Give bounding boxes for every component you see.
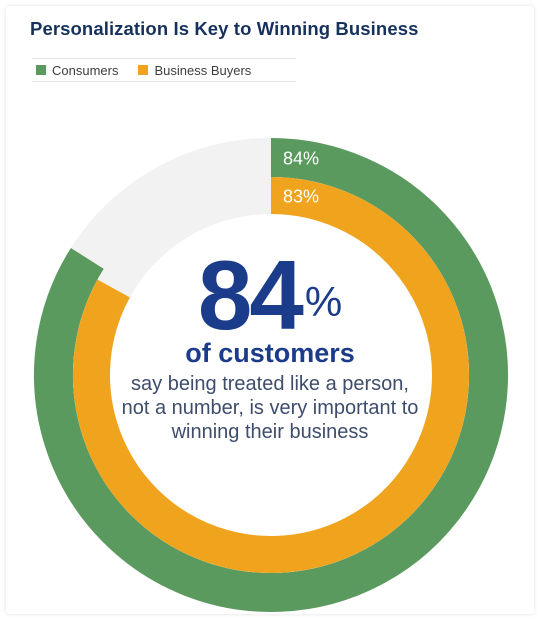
legend-item-business-buyers: Business Buyers bbox=[138, 63, 251, 78]
data-label-consumers: 84% bbox=[283, 149, 319, 169]
ring-arc-business-buyers bbox=[73, 177, 469, 573]
legend-item-consumers: Consumers bbox=[36, 63, 118, 78]
callout-description: say being treated like a person, not a n… bbox=[121, 373, 419, 443]
legend-label-business-buyers: Business Buyers bbox=[154, 62, 252, 78]
center-callout: 84 % of customers say being treated like… bbox=[110, 240, 430, 444]
chart-title: Personalization Is Key to Winning Busine… bbox=[30, 18, 419, 39]
legend-swatch-consumers bbox=[36, 65, 46, 75]
big-number: 84 bbox=[197, 240, 304, 350]
big-stat: 84 % bbox=[110, 240, 430, 350]
legend-label-consumers: Consumers bbox=[52, 62, 119, 78]
data-label-business-buyers: 83% bbox=[283, 187, 319, 207]
callout-headline: of customers bbox=[185, 338, 355, 368]
big-percent-sign: % bbox=[304, 278, 343, 325]
legend: Consumers Business Buyers bbox=[32, 58, 296, 82]
ring-arc-consumers bbox=[34, 138, 508, 612]
legend-swatch-business-buyers bbox=[138, 65, 149, 75]
